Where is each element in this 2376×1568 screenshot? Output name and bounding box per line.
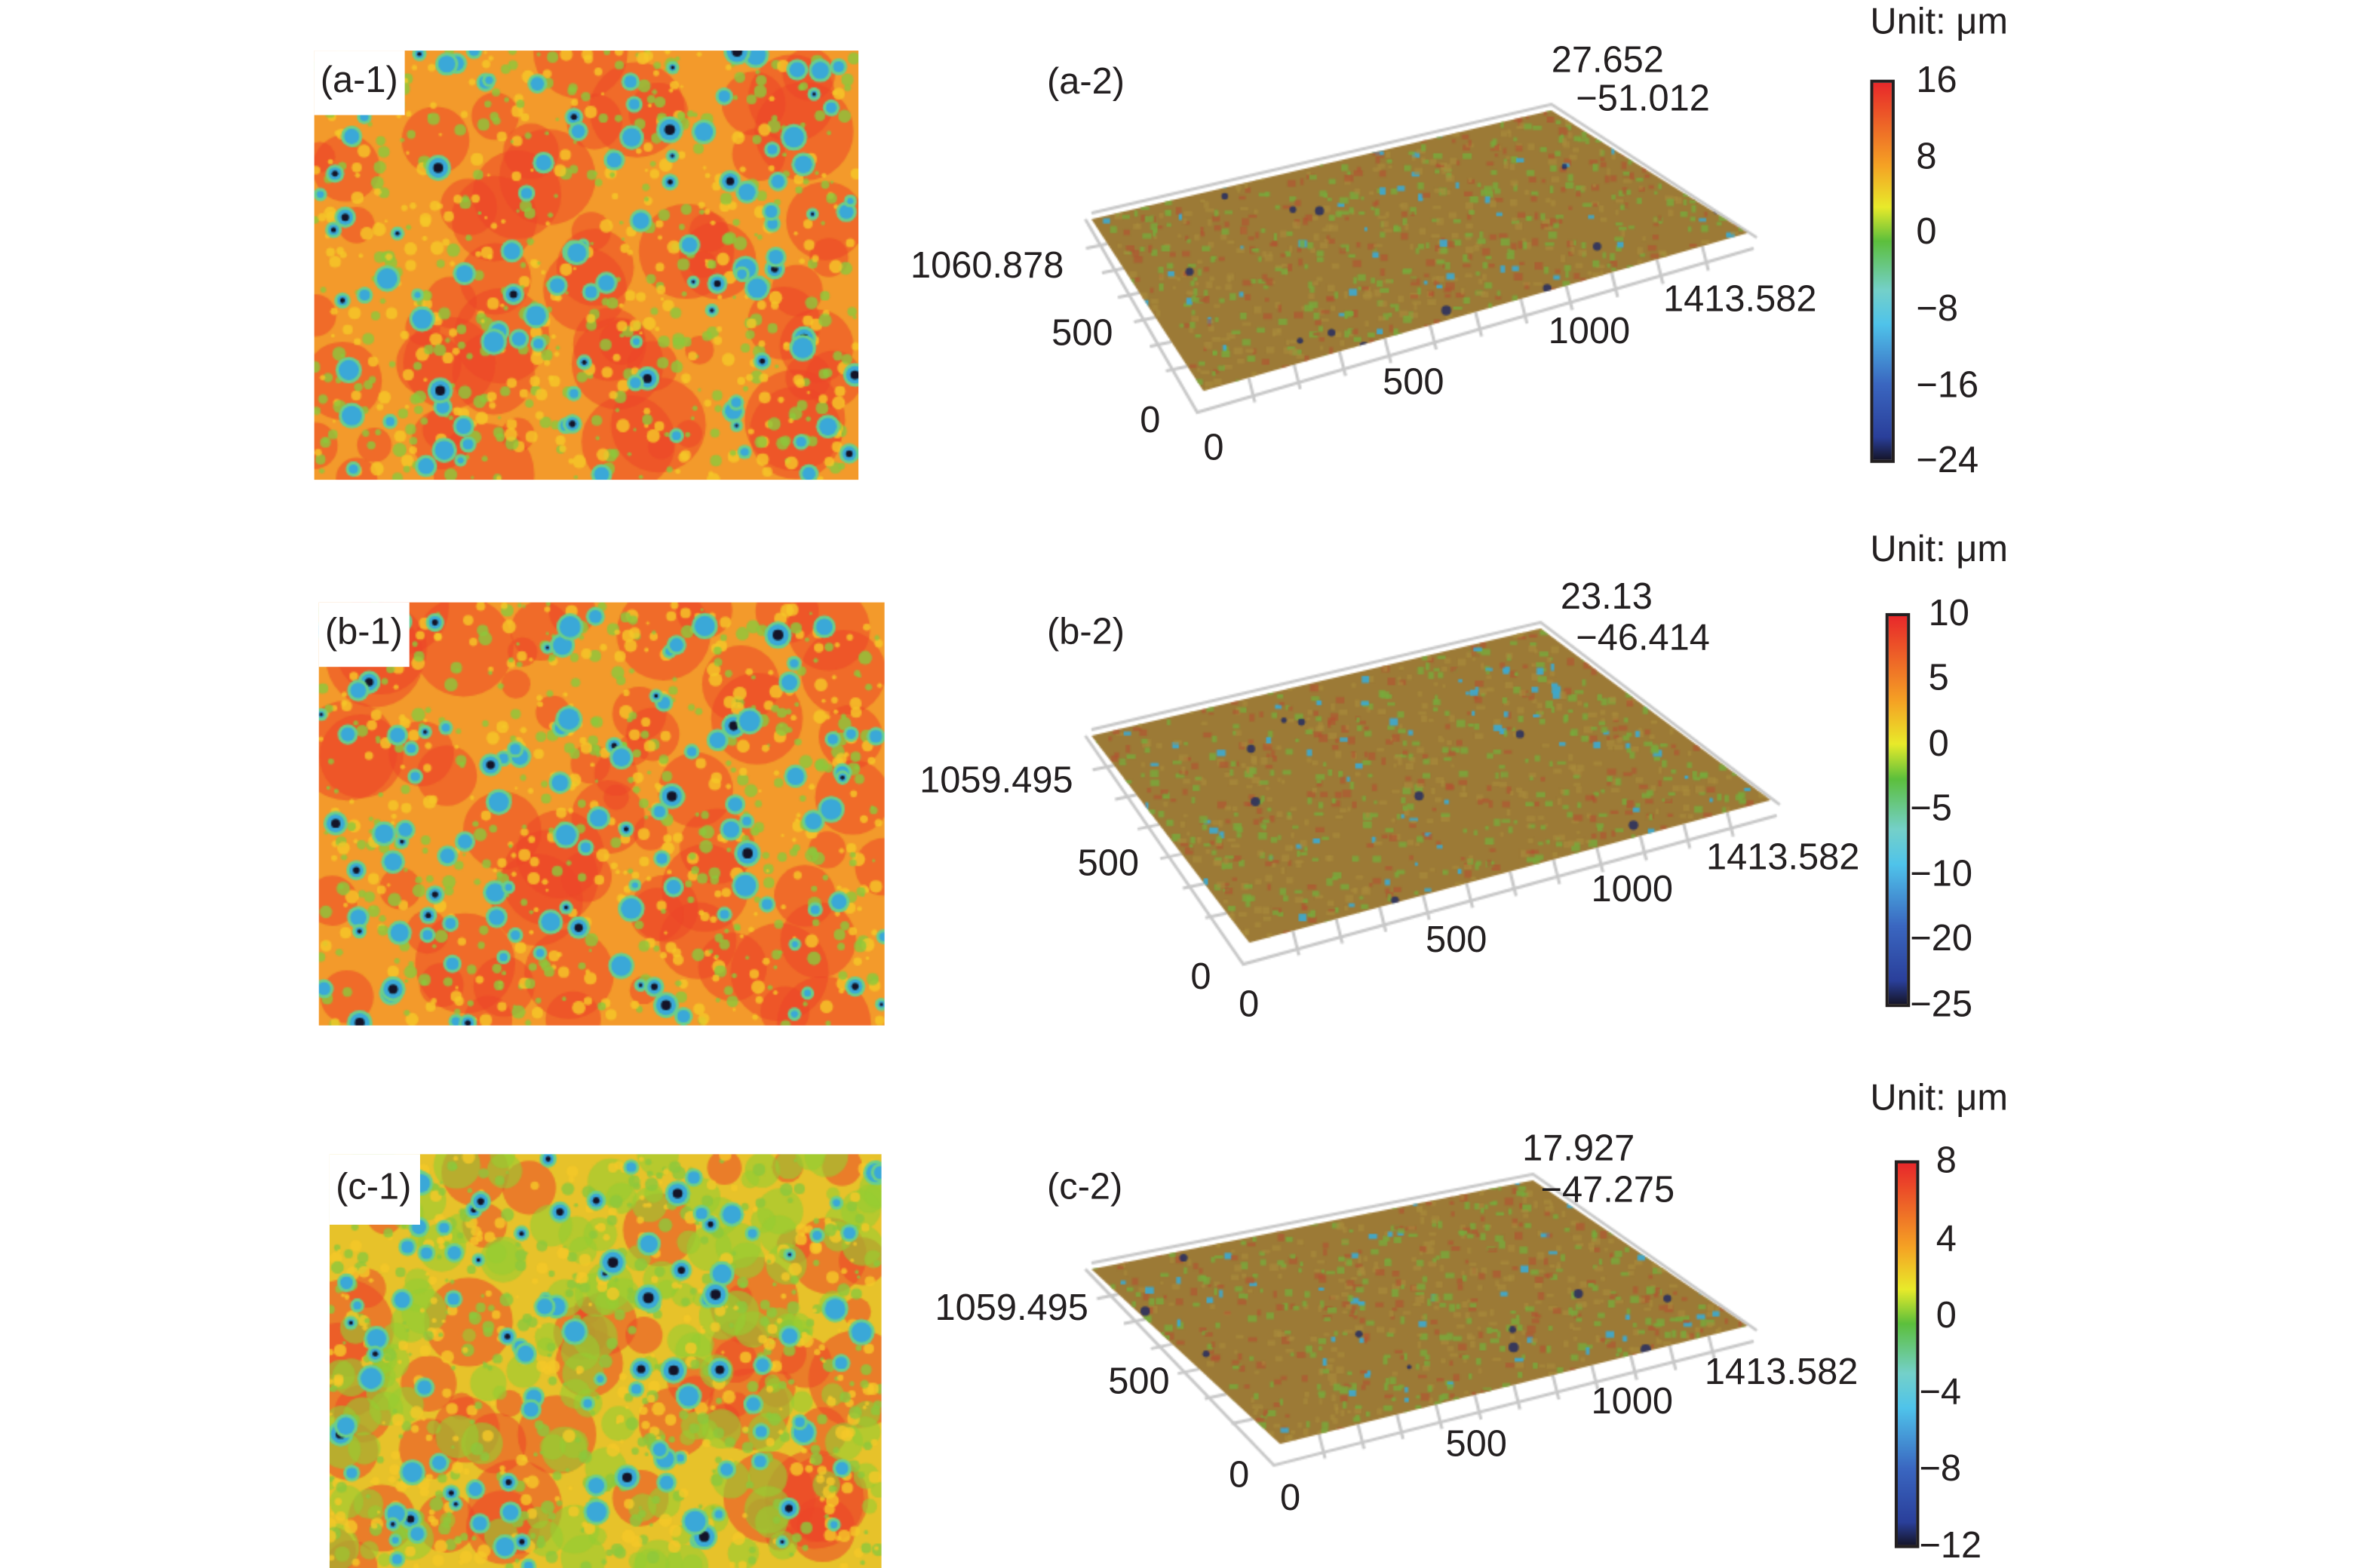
colorbar-a: [1870, 79, 1895, 463]
colorbar-tick-label: 4: [1935, 1218, 1957, 1260]
y-tick-0: 0: [1229, 1454, 1250, 1496]
x-tick-0: 0: [1279, 1477, 1301, 1520]
colorbar-tick-label: 16: [1916, 60, 1957, 102]
x-tick-1000: 1000: [1591, 1381, 1674, 1422]
z-min-label: −51.012: [1576, 78, 1710, 120]
colorbar-b: [1885, 612, 1911, 1008]
colorbar-tick-label: −10: [1910, 853, 1972, 895]
panel-label-c2: (c-2): [1047, 1166, 1123, 1208]
y-max-label: 1059.495: [935, 1287, 1088, 1330]
x-max-label: 1413.582: [1663, 278, 1817, 321]
z-max-label: 27.652: [1551, 39, 1664, 81]
colorbar-tick-label: −16: [1916, 364, 1979, 407]
colorbar-tick-label: 0: [1935, 1295, 1957, 1337]
colorbar-tick-label: 10: [1928, 593, 1969, 635]
colorbar-tick-label: −8: [1916, 288, 1959, 330]
y-tick-500: 500: [1077, 842, 1139, 885]
colorbar-tick-label: −5: [1910, 787, 1952, 830]
panel-label-c1: (c-1): [329, 1154, 421, 1225]
x-tick-1000: 1000: [1548, 311, 1631, 353]
x-tick-1000: 1000: [1591, 869, 1674, 911]
y-tick-500: 500: [1108, 1361, 1170, 1403]
colorbar-tick-label: 0: [1916, 211, 1937, 253]
x-tick-500: 500: [1445, 1424, 1507, 1465]
colorbar-tick-label: −8: [1919, 1448, 1962, 1490]
colorbar-tick-label: −20: [1910, 918, 1972, 960]
x-max-label: 1413.582: [1704, 1352, 1859, 1394]
colorbar-c: [1894, 1160, 1920, 1548]
colorbar-tick-label: 8: [1935, 1140, 1957, 1182]
panel-label-b1: (b-1): [318, 602, 409, 667]
z-min-label: −46.414: [1576, 618, 1710, 659]
unit-label-b: Unit: μm: [1870, 529, 2008, 571]
panel-label-a1: (a-1): [314, 51, 404, 115]
panel-label-b2: (b-2): [1047, 611, 1125, 653]
colorbar-tick-label: 5: [1928, 657, 1949, 699]
colorbar-tick-label: −12: [1919, 1525, 1982, 1567]
z-max-label: 23.13: [1560, 576, 1653, 618]
height-map-b1: [318, 602, 885, 1026]
colorbar-tick-label: −4: [1919, 1371, 1962, 1413]
y-tick-0: 0: [1190, 956, 1211, 999]
colorbar-tick-label: −25: [1910, 983, 1972, 1026]
z-min-label: −47.275: [1540, 1169, 1675, 1211]
surface-3d-c2: [1042, 1149, 1840, 1548]
y-max-label: 1059.495: [919, 760, 1073, 802]
colorbar-tick-label: −24: [1916, 440, 1979, 482]
panel-label-a2: (a-2): [1047, 61, 1125, 103]
colorbar-tick-label: 0: [1928, 723, 1949, 766]
y-tick-0: 0: [1140, 400, 1161, 442]
y-max-label: 1060.878: [910, 245, 1064, 287]
colorbar-tick-label: 8: [1916, 136, 1937, 178]
surface-3d-a2: [1042, 69, 1840, 468]
x-tick-0: 0: [1203, 428, 1224, 469]
height-map-c1: [329, 1154, 882, 1568]
y-tick-500: 500: [1051, 312, 1113, 354]
unit-label-c: Unit: μm: [1870, 1077, 2008, 1119]
x-tick-500: 500: [1383, 361, 1444, 404]
height-map-a1: [314, 51, 859, 480]
unit-label-a: Unit: μm: [1870, 2, 2008, 43]
surface-3d-b2: [1042, 605, 1840, 1035]
x-tick-0: 0: [1239, 983, 1260, 1026]
x-max-label: 1413.582: [1705, 836, 1860, 879]
z-max-label: 17.927: [1522, 1128, 1635, 1170]
x-tick-500: 500: [1426, 919, 1487, 962]
